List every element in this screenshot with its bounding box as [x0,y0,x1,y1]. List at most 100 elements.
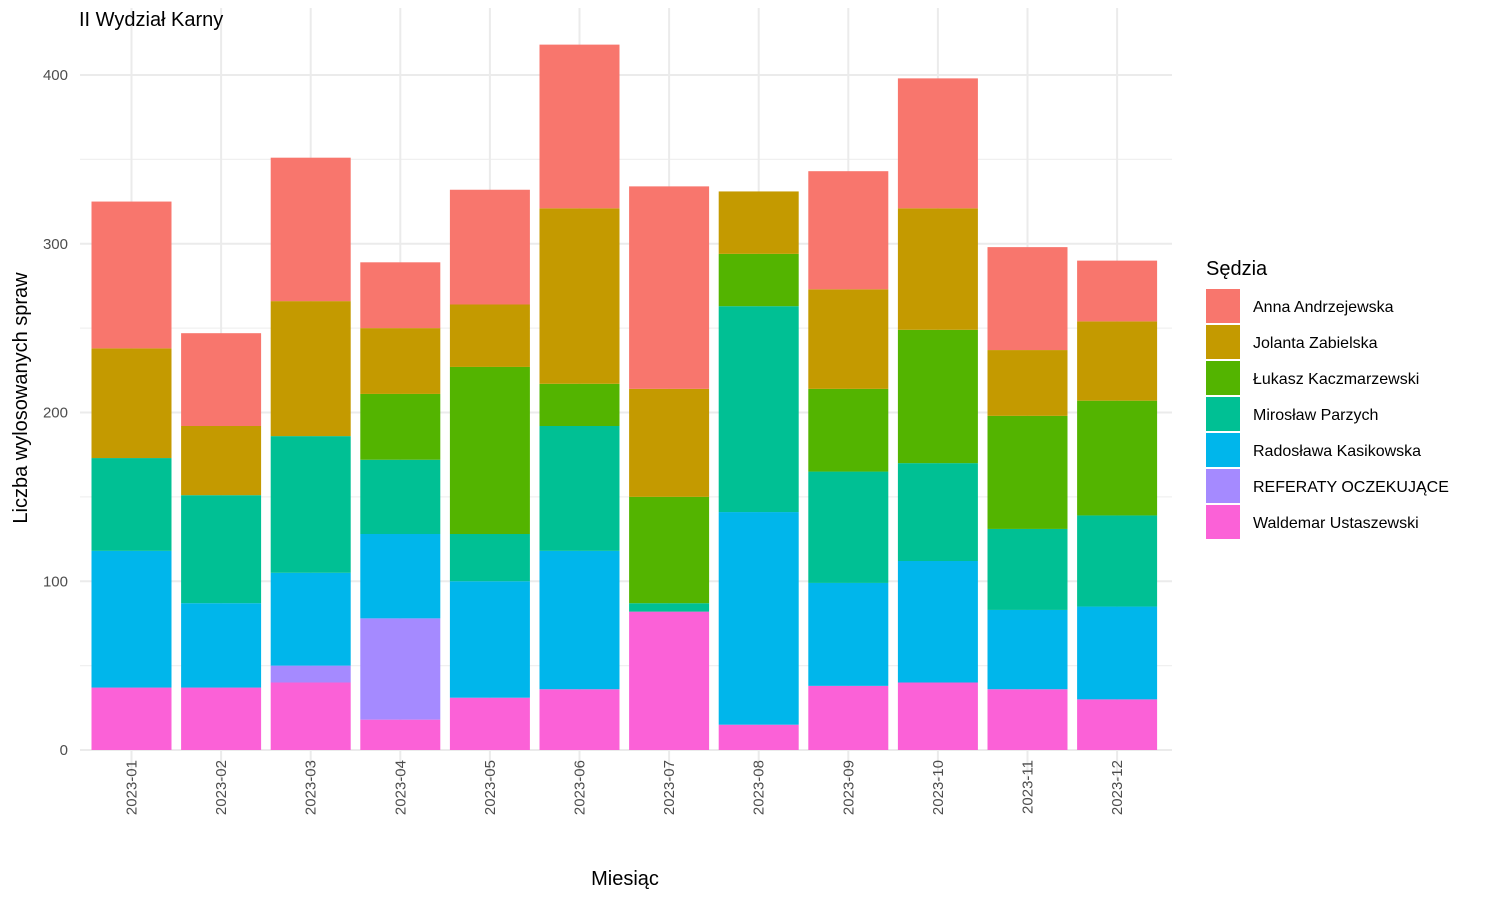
bar-segment [987,689,1068,750]
bar-segment [897,329,978,464]
legend-label: REFERATY OCZEKUJĄCE [1253,479,1449,496]
bar-segment [1077,260,1158,322]
legend-label: Radosława Kasikowska [1253,443,1421,460]
bar-segment [629,496,710,604]
bar-segment [808,289,889,389]
legend-key [1206,469,1240,503]
x-tick-label: 2023-08 [751,760,768,815]
legend-label: Waldemar Ustaszewski [1253,515,1419,532]
bar-segment [270,157,351,302]
bar-segment [270,682,351,750]
bar-segment [987,609,1068,690]
x-tick-label: 2023-06 [572,760,589,815]
bar-segment [449,534,530,582]
bar-segment [808,471,889,583]
bar-segment [718,724,799,750]
bar-segment [808,582,889,686]
bar-segment [987,528,1068,610]
legend-label: Mirosław Parzych [1253,407,1378,424]
bar-segment [718,306,799,513]
bars [91,44,1158,750]
bar-segment [987,247,1068,351]
x-tick-labels: 2023-01 2023-02 2023-03 2023-04 2023-05 2023-… [124,760,1127,815]
x-tick-label: 2023-11 [1020,760,1037,814]
legend-label: Łukasz Kaczmarzewski [1253,371,1419,388]
y-tick-label: 400 [43,67,68,84]
bar-segment [897,682,978,750]
x-tick-label: 2023-12 [1109,760,1126,815]
bar-segment [91,550,172,688]
bar-segment [91,458,172,551]
bar-segment [718,512,799,725]
bar-segment [449,366,530,534]
chart-title: II Wydział Karny [79,9,223,31]
x-tick-label: 2023-09 [840,760,857,815]
legend-label: Jolanta Zabielska [1253,335,1378,352]
bar-segment [539,383,620,426]
legend: Sędzia Anna Andrzejewska Jolanta Zabielsk… [1206,258,1449,539]
bar-segment [360,459,441,534]
x-tick-label: 2023-01 [124,760,141,815]
bar-segment [987,350,1068,416]
bar-segment [449,581,530,698]
legend-items: Anna Andrzejewska Jolanta Zabielska Łukasz… [1206,289,1449,539]
legend-key [1206,361,1240,395]
bar-segment [539,426,620,551]
bar-segment [181,426,262,496]
bar-segment [629,603,710,612]
bar-segment [897,463,978,561]
x-tick-label: 2023-10 [930,760,947,815]
bar-segment [897,78,978,209]
bar-segment [91,348,172,459]
bar-segment [629,186,710,389]
bar-segment [270,572,351,666]
y-tick-label: 0 [60,742,68,759]
bar-segment [360,534,441,619]
x-axis-title: Miesiąc [591,868,659,890]
bar-segment [270,665,351,683]
bar-segment [987,415,1068,529]
bar-segment [1077,606,1158,700]
legend-key [1206,397,1240,431]
bar-segment [539,689,620,750]
bar-segment [808,685,889,750]
bar-segment [360,328,441,394]
bar-segment [181,333,262,426]
y-axis-title: Liczba wylosowanych spraw [10,272,32,524]
legend-label: Anna Andrzejewska [1253,299,1394,316]
bar-segment [360,262,441,329]
bar-segment [91,201,172,349]
x-tick-label: 2023-02 [213,760,230,815]
bar-segment [449,304,530,367]
bar-segment [360,618,441,720]
bar-segment [181,603,262,688]
bar-segment [270,301,351,437]
bar-segment [808,388,889,472]
y-tick-label: 300 [43,236,68,253]
x-tick-label: 2023-07 [661,760,678,815]
legend-key [1206,433,1240,467]
x-tick-label: 2023-04 [392,760,409,815]
bar-segment [629,611,710,750]
bar-segment [539,550,620,690]
bar-segment [181,687,262,750]
legend-title: Sędzia [1206,258,1268,280]
x-tick-label: 2023-05 [482,760,499,815]
bar-segment [1077,321,1158,401]
bar-segment [449,189,530,305]
bar-segment [718,191,799,254]
bar-segment [91,687,172,750]
bar-segment [360,393,441,460]
y-tick-label: 100 [43,573,68,590]
bar-segment [897,561,978,683]
legend-key [1206,289,1240,323]
legend-key [1206,505,1240,539]
bar-segment [718,253,799,307]
bar-segment [360,719,441,750]
bar-segment [1077,400,1158,516]
y-tick-labels: 0 100 200 300 400 [43,67,68,759]
bar-segment [1077,699,1158,750]
bar-segment [181,495,262,604]
bar-segment [539,44,620,209]
bar-segment [270,436,351,573]
